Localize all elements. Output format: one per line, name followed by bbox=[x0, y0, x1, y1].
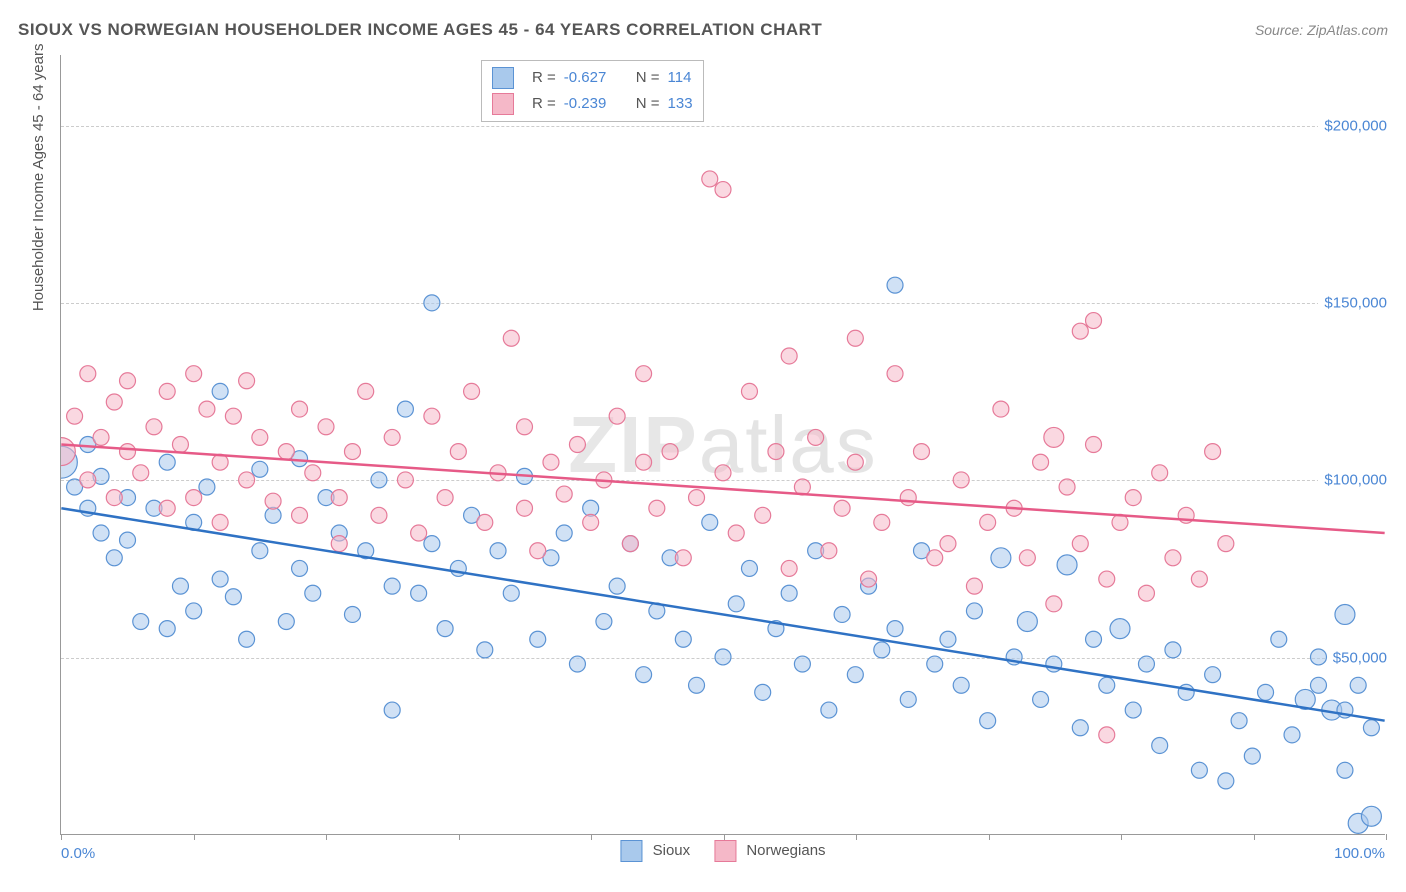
plot-area: ZIPatlas R = -0.627 N = 114 R = -0.239 N… bbox=[60, 55, 1385, 835]
chart-svg bbox=[61, 55, 1385, 834]
x-axis-max-label: 100.0% bbox=[1334, 845, 1385, 862]
correlation-legend: R = -0.627 N = 114 R = -0.239 N = 133 bbox=[481, 60, 704, 122]
x-tick bbox=[326, 834, 327, 840]
x-tick bbox=[856, 834, 857, 840]
chart-title: SIOUX VS NORWEGIAN HOUSEHOLDER INCOME AG… bbox=[18, 20, 822, 40]
x-axis-min-label: 0.0% bbox=[61, 845, 95, 862]
swatch-norwegians bbox=[492, 93, 514, 115]
swatch-norwegians-icon bbox=[714, 840, 736, 862]
sioux-r-value: -0.627 bbox=[564, 65, 618, 91]
sioux-n-value: 114 bbox=[668, 65, 692, 91]
x-tick bbox=[194, 834, 195, 840]
y-axis-title: Householder Income Ages 45 - 64 years bbox=[30, 44, 47, 312]
norwegians-n-value: 133 bbox=[668, 91, 693, 117]
x-tick bbox=[1386, 834, 1387, 840]
legend-row-norwegians: R = -0.239 N = 133 bbox=[492, 91, 693, 117]
legend-item-sioux: Sioux bbox=[620, 840, 690, 862]
legend-label-sioux: Sioux bbox=[653, 842, 691, 859]
x-tick bbox=[1254, 834, 1255, 840]
swatch-sioux bbox=[492, 67, 514, 89]
x-tick bbox=[724, 834, 725, 840]
x-tick bbox=[1121, 834, 1122, 840]
legend-row-sioux: R = -0.627 N = 114 bbox=[492, 65, 693, 91]
legend-label-norwegians: Norwegians bbox=[746, 842, 825, 859]
x-tick bbox=[459, 834, 460, 840]
x-tick bbox=[591, 834, 592, 840]
source-attribution: Source: ZipAtlas.com bbox=[1255, 22, 1388, 38]
swatch-sioux-icon bbox=[620, 840, 642, 862]
series-legend: Sioux Norwegians bbox=[620, 840, 825, 862]
norwegians-r-value: -0.239 bbox=[564, 91, 618, 117]
x-tick bbox=[61, 834, 62, 840]
x-tick bbox=[989, 834, 990, 840]
legend-item-norwegians: Norwegians bbox=[714, 840, 825, 862]
